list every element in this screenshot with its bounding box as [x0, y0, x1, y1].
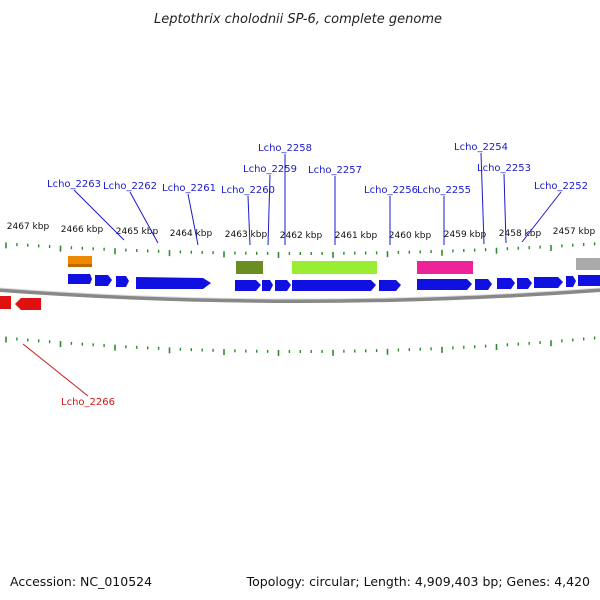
- gene-label-lcho-2254: Lcho_2254: [454, 142, 508, 153]
- kbp-label-2465: 2465 kbp: [116, 227, 159, 237]
- kbp-label-2461: 2461 kbp: [335, 231, 378, 241]
- gene-label-lcho-2263: Lcho_2263: [47, 179, 101, 190]
- gene-leader-lines: [73, 152, 562, 246]
- gene-label-lcho-2257: Lcho_2257: [308, 165, 362, 176]
- reverse-leader-line: [22, 343, 89, 397]
- lower-tick-marks: [5, 336, 596, 356]
- feature-lime: [292, 261, 377, 274]
- gene-arrow: [262, 280, 273, 291]
- gene-arrow: [417, 279, 472, 290]
- upper-tick-marks: [5, 242, 596, 258]
- gene-arrow: [95, 275, 112, 286]
- kbp-tick-labels: 2467 kbp 2466 kbp 2465 kbp 2464 kbp 2463…: [7, 222, 596, 241]
- feature-magenta: [417, 261, 473, 274]
- gene-label-lcho-2262: Lcho_2262: [103, 181, 157, 192]
- gene-arrow: [475, 279, 492, 290]
- gene-arrow: [275, 280, 291, 291]
- gene-arrow: [68, 274, 92, 284]
- gene-arrow: [578, 275, 600, 286]
- gene-label-lcho-2256: Lcho_2256: [364, 185, 418, 196]
- kbp-label-2458: 2458 kbp: [499, 229, 542, 239]
- kbp-label-2464: 2464 kbp: [170, 229, 213, 239]
- feature-band: [68, 256, 600, 274]
- gene-label-lcho-2252: Lcho_2252: [534, 181, 588, 192]
- kbp-label-2459: 2459 kbp: [444, 230, 487, 240]
- kbp-label-2467: 2467 kbp: [7, 222, 50, 232]
- gene-label-lcho-2266: Lcho_2266: [61, 397, 115, 408]
- kbp-label-2460: 2460 kbp: [389, 231, 432, 241]
- gene-arrow: [534, 277, 563, 288]
- accession-text: Accession: NC_010524: [10, 574, 153, 589]
- gene-label-lcho-2260: Lcho_2260: [221, 185, 275, 196]
- genome-backbone-highlight: [0, 287, 600, 300]
- gene-label-lcho-2253: Lcho_2253: [477, 163, 531, 174]
- forward-genes: [68, 274, 600, 291]
- feature-orange: [68, 256, 92, 267]
- feature-olive: [236, 261, 263, 274]
- gene-arrow: [116, 276, 129, 287]
- kbp-label-2463: 2463 kbp: [225, 230, 268, 240]
- gene-label-lcho-2258: Lcho_2258: [258, 143, 312, 154]
- reverse-gene-arrow: [15, 298, 41, 310]
- genome-summary-text: Topology: circular; Length: 4,909,403 bp…: [246, 574, 590, 589]
- gene-arrow: [235, 280, 261, 291]
- gene-arrow: [517, 278, 532, 289]
- gene-arrow: [497, 278, 515, 289]
- map-title: Leptothrix cholodnii SP-6, complete geno…: [154, 12, 442, 27]
- gene-labels: Lcho_2263 Lcho_2262 Lcho_2261 Lcho_2260 …: [47, 142, 588, 408]
- reverse-gene-arrow: [0, 296, 11, 309]
- kbp-label-2457: 2457 kbp: [553, 227, 596, 237]
- reverse-genes: [0, 296, 41, 310]
- feature-grey: [576, 258, 600, 270]
- kbp-label-2466: 2466 kbp: [61, 225, 104, 235]
- kbp-label-2462: 2462 kbp: [280, 231, 323, 241]
- gene-arrow: [136, 277, 211, 289]
- gene-label-lcho-2259: Lcho_2259: [243, 164, 297, 175]
- genome-backbone: [0, 288, 600, 303]
- gene-label-lcho-2261: Lcho_2261: [162, 183, 216, 194]
- gene-arrow: [292, 280, 376, 291]
- gene-label-lcho-2255: Lcho_2255: [417, 185, 471, 196]
- feature-orange-shadow: [68, 264, 92, 267]
- gene-arrow: [379, 280, 401, 291]
- gene-arrow: [566, 276, 576, 287]
